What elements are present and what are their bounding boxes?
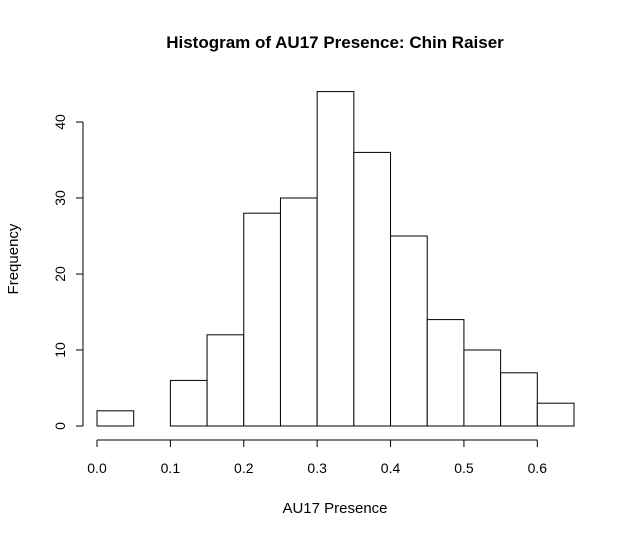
x-tick-label: 0.5 xyxy=(454,460,474,476)
y-axis-label: Frequency xyxy=(5,223,22,294)
histogram-bar xyxy=(279,197,318,427)
histogram-bar xyxy=(353,151,392,427)
histogram-bar xyxy=(463,349,502,427)
chart-title: Histogram of AU17 Presence: Chin Raiser xyxy=(166,33,504,52)
x-tick-label: 0.2 xyxy=(234,460,254,476)
histogram-bar xyxy=(390,235,428,427)
histogram-bar xyxy=(426,319,465,427)
x-tick-label: 0.3 xyxy=(307,460,327,476)
y-tick-label: 20 xyxy=(52,266,68,282)
histogram-bar xyxy=(96,410,135,427)
histogram-bar xyxy=(500,372,538,427)
x-tick-label: 0.1 xyxy=(161,460,181,476)
x-axis: 0.0 0.1 0.2 0.3 0.4 0.5 0.6 xyxy=(87,439,548,476)
histogram-bars xyxy=(96,91,575,427)
y-tick-label: 10 xyxy=(52,342,68,358)
histogram-bar xyxy=(316,91,355,427)
y-axis: 0 10 20 30 40 xyxy=(52,114,84,430)
x-tick-label: 0.4 xyxy=(381,460,401,476)
x-tick-label: 0.0 xyxy=(87,460,107,476)
x-axis-label: AU17 Presence xyxy=(282,500,387,517)
histogram-bar xyxy=(536,402,575,427)
histogram-bar xyxy=(243,212,281,427)
histogram-bar xyxy=(206,334,245,427)
x-tick-label: 0.6 xyxy=(528,460,548,476)
y-tick-label: 30 xyxy=(52,190,68,206)
y-tick-label: 40 xyxy=(52,114,68,130)
y-tick-label: 0 xyxy=(52,422,68,430)
histogram-bar xyxy=(169,379,208,427)
